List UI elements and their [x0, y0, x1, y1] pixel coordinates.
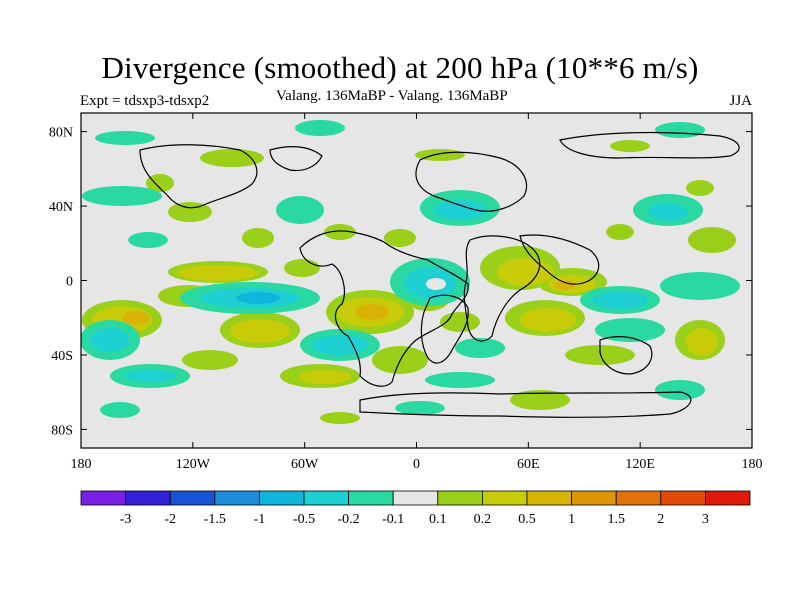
colorbar-swatch — [481, 490, 528, 506]
y-tick-label: 40N — [49, 200, 73, 215]
colorbar-label: -0.2 — [338, 512, 360, 527]
x-tick-label: 60E — [517, 457, 540, 472]
colorbar-swatch — [437, 490, 483, 506]
colorbar-swatch — [571, 490, 617, 506]
colorbar-label: 0.1 — [429, 512, 447, 527]
season-label: JJA — [729, 93, 752, 109]
contour-fields — [81, 120, 740, 424]
colorbar-swatch — [125, 490, 171, 506]
colorbar-swatch — [705, 490, 751, 506]
colorbar-label: 3 — [702, 512, 709, 527]
continent-outlines — [139, 131, 740, 418]
colorbar-swatch — [348, 490, 394, 506]
colorbar-label: -1.5 — [204, 512, 226, 527]
x-tick-label: 120W — [176, 457, 211, 472]
colorbar-label: -2 — [164, 512, 176, 527]
colorbar-label: 1 — [568, 512, 575, 527]
colorbar-label: -1 — [254, 512, 266, 527]
x-tick-label: 0 — [413, 457, 420, 472]
x-tick-label: 120E — [625, 457, 655, 472]
colorbar-label: 1.5 — [607, 512, 625, 527]
convergence-cores — [90, 200, 688, 382]
colorbar-label: 0.5 — [518, 512, 536, 527]
colorbar-swatch — [169, 490, 216, 506]
map-title: Divergence (smoothed) at 200 hPa (10**6 … — [101, 50, 699, 85]
convergence-regions — [81, 120, 740, 418]
colorbar-label: -3 — [120, 512, 132, 527]
y-tick-label: 40S — [51, 349, 73, 364]
x-tick-label: 180 — [71, 457, 92, 472]
colorbar-swatch — [615, 490, 662, 506]
colorbar-swatch — [526, 490, 572, 506]
x-tick-label: 60W — [291, 457, 319, 472]
colorbar-swatch — [303, 490, 349, 506]
colorbar-label: -0.5 — [293, 512, 315, 527]
x-tick-label: 180 — [742, 457, 763, 472]
period-label: Valang. 136MaBP - Valang. 136MaBP — [276, 88, 508, 104]
y-tick-label: 80N — [49, 126, 73, 141]
colorbar-swatch — [660, 490, 706, 506]
axis-ticks: 180 120W 60W 0 60E 120E 180 80N 40N 0 40S 80S — [49, 113, 763, 472]
colorbar-label: -0.1 — [382, 512, 404, 527]
colorbar-swatch — [80, 490, 126, 506]
y-tick-label: 0 — [66, 275, 73, 290]
colorbar-label: 0.2 — [474, 512, 492, 527]
y-tick-label: 80S — [51, 423, 73, 438]
colorbar-swatch — [214, 490, 260, 506]
colorbar-swatch — [392, 490, 439, 506]
experiment-label: Expt = tdsxp3-tdsxp2 — [80, 93, 210, 109]
colorbar: -3 -2 -1.5 -1 -0.5 -0.2 -0.1 0.1 0.2 0.5 1 1.5 2 3 — [80, 490, 751, 527]
colorbar-swatch — [258, 490, 305, 506]
positive-divergence-cores — [92, 258, 718, 384]
colorbar-label: 2 — [657, 512, 664, 527]
